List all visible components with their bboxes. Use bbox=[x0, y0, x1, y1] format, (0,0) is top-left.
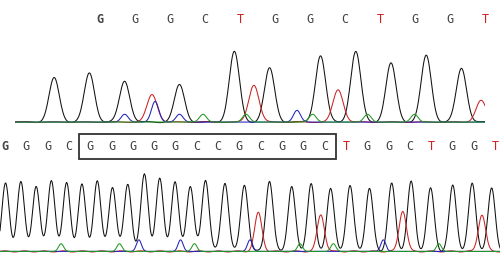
Text: G: G bbox=[166, 13, 173, 26]
Text: G: G bbox=[306, 13, 314, 26]
Text: G: G bbox=[96, 13, 103, 26]
Text: C: C bbox=[202, 13, 208, 26]
Text: G: G bbox=[86, 140, 94, 153]
Text: T: T bbox=[492, 140, 498, 153]
Text: C: C bbox=[66, 140, 72, 153]
Bar bbox=[79, 134, 336, 159]
Text: C: C bbox=[257, 140, 264, 153]
Text: G: G bbox=[412, 13, 418, 26]
Text: G: G bbox=[236, 140, 243, 153]
Text: T: T bbox=[428, 140, 434, 153]
Text: G: G bbox=[272, 13, 278, 26]
Text: T: T bbox=[342, 140, 349, 153]
Text: C: C bbox=[342, 13, 348, 26]
Text: G: G bbox=[278, 140, 285, 153]
Text: T: T bbox=[236, 13, 244, 26]
Text: G: G bbox=[44, 140, 51, 153]
Text: G: G bbox=[2, 140, 8, 153]
Text: G: G bbox=[446, 13, 454, 26]
Text: G: G bbox=[150, 140, 158, 153]
Text: G: G bbox=[132, 13, 138, 26]
Text: C: C bbox=[406, 140, 413, 153]
Text: G: G bbox=[22, 140, 30, 153]
Text: G: G bbox=[300, 140, 307, 153]
Text: C: C bbox=[321, 140, 328, 153]
Text: G: G bbox=[364, 140, 370, 153]
Text: T: T bbox=[376, 13, 384, 26]
Text: G: G bbox=[172, 140, 179, 153]
Text: G: G bbox=[130, 140, 136, 153]
Text: T: T bbox=[482, 13, 488, 26]
Text: G: G bbox=[108, 140, 115, 153]
Text: C: C bbox=[193, 140, 200, 153]
Text: C: C bbox=[214, 140, 222, 153]
Text: G: G bbox=[449, 140, 456, 153]
Text: G: G bbox=[470, 140, 478, 153]
Text: G: G bbox=[385, 140, 392, 153]
